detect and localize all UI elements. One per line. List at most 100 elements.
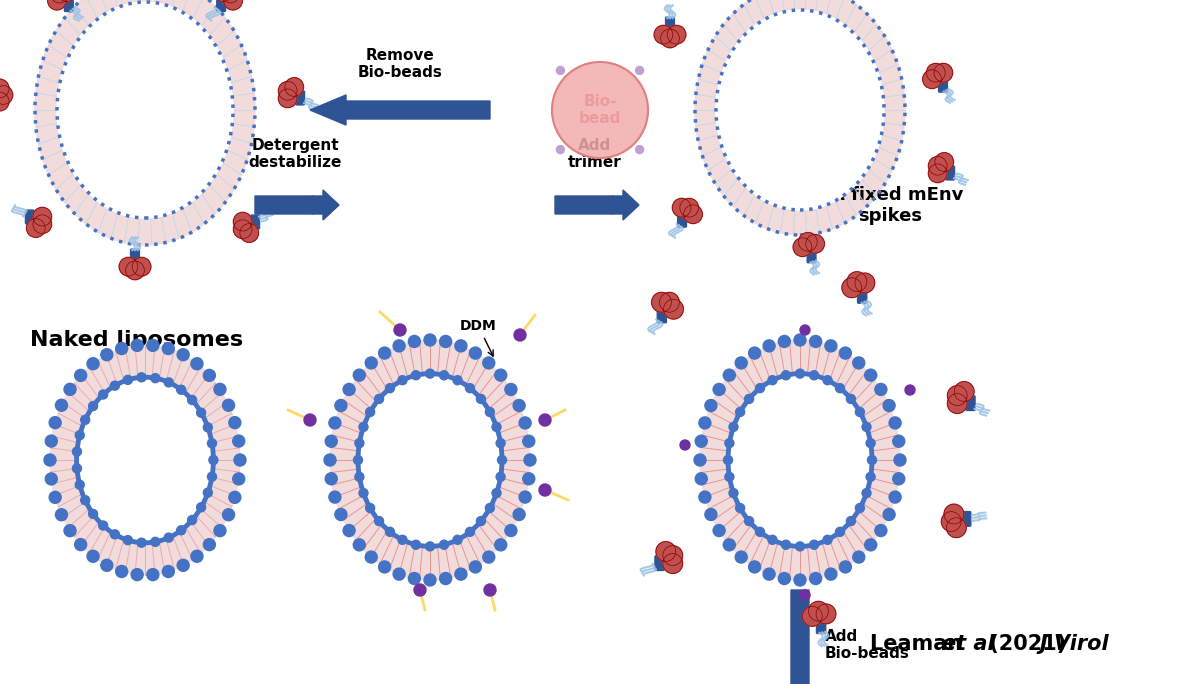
Circle shape: [151, 538, 160, 547]
Circle shape: [366, 503, 374, 512]
Circle shape: [177, 385, 185, 394]
Circle shape: [679, 198, 698, 217]
Circle shape: [222, 399, 234, 411]
Circle shape: [353, 539, 365, 551]
Circle shape: [883, 399, 895, 412]
Circle shape: [922, 70, 941, 88]
Circle shape: [745, 516, 753, 525]
Circle shape: [343, 384, 355, 395]
Circle shape: [725, 473, 734, 482]
Circle shape: [946, 518, 966, 538]
Circle shape: [151, 373, 160, 382]
Circle shape: [324, 454, 336, 466]
Circle shape: [495, 369, 507, 381]
Circle shape: [794, 574, 806, 586]
Circle shape: [865, 539, 877, 551]
Circle shape: [425, 574, 437, 586]
Circle shape: [233, 473, 245, 485]
Circle shape: [539, 414, 551, 426]
Circle shape: [426, 369, 434, 378]
Circle shape: [635, 146, 643, 154]
Circle shape: [408, 335, 420, 347]
Circle shape: [164, 533, 173, 542]
FancyBboxPatch shape: [295, 91, 305, 105]
Circle shape: [132, 568, 144, 581]
Circle shape: [123, 536, 133, 544]
Circle shape: [343, 525, 355, 536]
Circle shape: [810, 335, 822, 347]
Circle shape: [505, 525, 517, 536]
Circle shape: [875, 525, 887, 536]
Circle shape: [672, 198, 691, 217]
Circle shape: [749, 347, 761, 359]
Circle shape: [486, 503, 494, 512]
Circle shape: [55, 509, 67, 521]
Circle shape: [465, 527, 475, 536]
Circle shape: [279, 81, 297, 100]
Circle shape: [393, 568, 405, 580]
FancyArrow shape: [555, 190, 639, 220]
Circle shape: [736, 408, 745, 417]
Circle shape: [756, 384, 764, 393]
Circle shape: [240, 224, 258, 242]
FancyArrow shape: [785, 590, 814, 684]
Circle shape: [0, 92, 10, 111]
Circle shape: [203, 538, 215, 551]
Circle shape: [763, 340, 775, 352]
Circle shape: [663, 553, 683, 573]
FancyBboxPatch shape: [678, 213, 687, 227]
Circle shape: [883, 508, 895, 521]
Ellipse shape: [700, 340, 901, 580]
FancyBboxPatch shape: [817, 619, 825, 633]
Circle shape: [889, 491, 901, 503]
Text: GA fixed mEnv
spikes: GA fixed mEnv spikes: [817, 186, 964, 225]
Circle shape: [684, 205, 702, 224]
Circle shape: [366, 408, 374, 417]
Circle shape: [120, 257, 138, 276]
Circle shape: [724, 369, 736, 381]
Circle shape: [138, 373, 146, 382]
Circle shape: [825, 340, 837, 352]
Circle shape: [465, 384, 475, 393]
FancyBboxPatch shape: [858, 289, 867, 303]
Circle shape: [80, 415, 90, 424]
Circle shape: [476, 395, 486, 404]
Circle shape: [45, 473, 57, 485]
Circle shape: [667, 25, 685, 44]
Circle shape: [228, 491, 240, 503]
Circle shape: [875, 384, 887, 395]
Circle shape: [147, 568, 159, 581]
Circle shape: [0, 86, 13, 105]
Circle shape: [935, 153, 953, 172]
Circle shape: [425, 334, 437, 346]
Circle shape: [794, 334, 806, 346]
Circle shape: [842, 278, 861, 298]
Circle shape: [698, 417, 710, 429]
Circle shape: [203, 488, 213, 497]
Circle shape: [89, 510, 98, 518]
Circle shape: [440, 371, 448, 380]
Circle shape: [862, 423, 871, 432]
Circle shape: [553, 62, 648, 158]
Circle shape: [393, 340, 405, 352]
Circle shape: [947, 393, 968, 413]
Circle shape: [800, 325, 810, 335]
Circle shape: [484, 584, 496, 596]
Circle shape: [928, 164, 947, 183]
Circle shape: [496, 438, 505, 447]
Circle shape: [892, 473, 904, 485]
Circle shape: [519, 491, 531, 503]
Circle shape: [65, 525, 77, 537]
Circle shape: [496, 473, 505, 482]
Circle shape: [905, 385, 915, 395]
FancyArrow shape: [310, 95, 490, 125]
FancyBboxPatch shape: [655, 556, 664, 570]
Circle shape: [889, 417, 901, 429]
Ellipse shape: [35, 0, 255, 245]
Circle shape: [188, 395, 196, 404]
Circle shape: [840, 561, 852, 573]
Circle shape: [385, 384, 395, 393]
Circle shape: [862, 488, 871, 497]
Circle shape: [934, 64, 953, 82]
Circle shape: [100, 560, 112, 571]
